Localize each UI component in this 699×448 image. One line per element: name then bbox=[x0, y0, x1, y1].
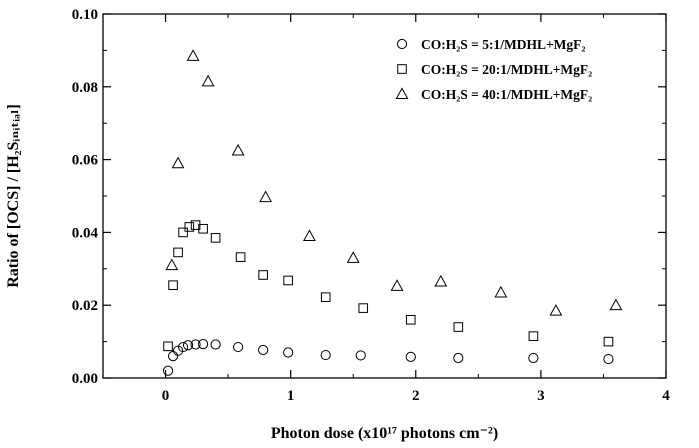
x-tick-label: 3 bbox=[537, 388, 545, 404]
circle-point bbox=[603, 353, 614, 365]
triangle-point bbox=[231, 143, 245, 156]
legend-entry: CO:H₂S = 5:1/MDHL+MgF₂ bbox=[396, 37, 585, 52]
circle-point bbox=[162, 365, 174, 376]
triangle-point bbox=[171, 156, 185, 169]
legend: CO:H₂S = 5:1/MDHL+MgF₂ CO:H₂S = 20:1/MDHL… bbox=[395, 37, 592, 102]
circle-point bbox=[453, 352, 464, 364]
legend-label: CO:H₂S = 40:1/MDHL+MgF₂ bbox=[421, 87, 592, 102]
triangle-point bbox=[494, 285, 508, 298]
triangle-point bbox=[434, 274, 448, 287]
triangle-point bbox=[390, 279, 404, 291]
circle-point bbox=[197, 339, 209, 350]
y-tick-label: 0.02 bbox=[72, 298, 98, 314]
circle-point bbox=[258, 344, 269, 356]
legend-entry: CO:H₂S = 20:1/MDHL+MgF₂ bbox=[397, 62, 592, 77]
y-tick-label: 0.00 bbox=[72, 371, 98, 387]
circle-point bbox=[182, 340, 194, 351]
circle-point bbox=[210, 339, 221, 350]
x-tick-label: 4 bbox=[662, 388, 670, 404]
triangle-point bbox=[259, 190, 273, 203]
square-point bbox=[358, 303, 369, 313]
square-point bbox=[320, 292, 331, 302]
square-point bbox=[528, 331, 539, 341]
square-point bbox=[235, 252, 246, 262]
triangle-point bbox=[302, 229, 316, 242]
x-tick-label: 1 bbox=[287, 388, 295, 404]
circle-point bbox=[283, 347, 294, 358]
square-point bbox=[405, 314, 416, 325]
square-point bbox=[190, 220, 201, 230]
y-tick-label: 0.08 bbox=[72, 80, 98, 96]
square-point bbox=[283, 275, 293, 286]
square-point bbox=[173, 247, 183, 258]
square-point bbox=[258, 270, 268, 280]
legend-circle-marker bbox=[396, 38, 408, 50]
x-tick-label: 0 bbox=[162, 388, 170, 404]
circle-point bbox=[190, 339, 201, 350]
circle-point bbox=[355, 350, 366, 361]
legend-triangle-marker bbox=[395, 87, 409, 99]
series-square bbox=[163, 220, 614, 352]
circle-point bbox=[233, 341, 244, 353]
circle-point bbox=[320, 349, 331, 361]
y-tick-label: 0.06 bbox=[72, 153, 99, 169]
triangle-point bbox=[346, 251, 360, 263]
y-tick-label: 0.10 bbox=[72, 7, 98, 23]
circle-point bbox=[405, 351, 416, 362]
triangle-point bbox=[201, 74, 215, 87]
x-tick-label: 2 bbox=[412, 388, 420, 404]
x-axis-title: Photon dose (x10¹⁷ photons cm⁻²) bbox=[271, 425, 498, 442]
axis-ticks bbox=[102, 13, 667, 379]
square-point bbox=[184, 222, 195, 232]
square-point bbox=[210, 233, 221, 243]
legend-label: CO:H₂S = 5:1/MDHL+MgF₂ bbox=[421, 37, 585, 52]
square-point bbox=[178, 227, 188, 238]
circle-point bbox=[177, 341, 189, 353]
legend-label: CO:H₂S = 20:1/MDHL+MgF₂ bbox=[421, 62, 592, 77]
square-point bbox=[453, 322, 464, 332]
square-point bbox=[168, 280, 178, 290]
triangle-point bbox=[165, 258, 179, 271]
data-points bbox=[162, 49, 623, 376]
triangle-point bbox=[549, 304, 563, 316]
y-axis-title: Ratio of [OCS] / [H₂Sᵢₙᵢₜᵢₐₗ] bbox=[5, 104, 22, 288]
triangle-point bbox=[609, 298, 623, 311]
legend-entry: CO:H₂S = 40:1/MDHL+MgF₂ bbox=[395, 87, 592, 102]
legend-square-marker bbox=[397, 64, 407, 74]
square-point bbox=[163, 341, 173, 352]
circle-point bbox=[528, 352, 539, 364]
circle-point bbox=[167, 351, 179, 362]
series-triangle bbox=[165, 49, 623, 316]
series-circle bbox=[162, 339, 614, 376]
tick-labels: 0 1 2 3 4 0.00 0.02 0.04 0.06 0.08 0.10 bbox=[72, 7, 671, 404]
square-point bbox=[198, 223, 208, 234]
square-point bbox=[603, 336, 614, 347]
triangle-point bbox=[186, 49, 200, 61]
y-tick-label: 0.04 bbox=[72, 225, 99, 241]
